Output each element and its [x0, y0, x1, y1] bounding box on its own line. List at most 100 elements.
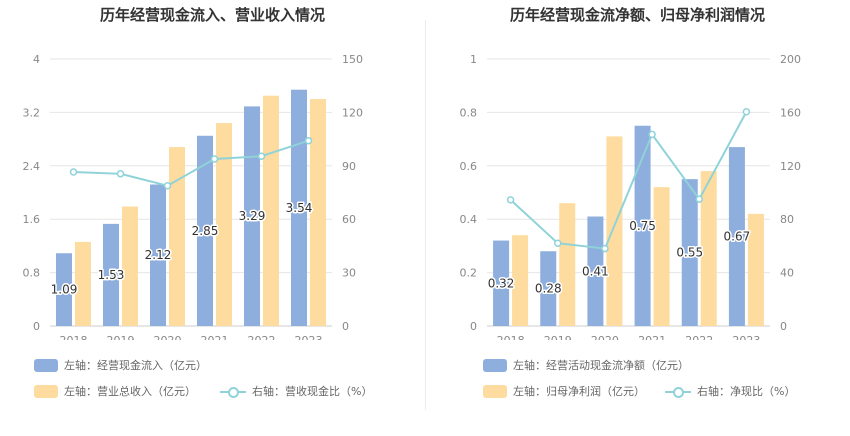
- legend-label: 左轴：经营活动现金流净额（亿元）: [513, 359, 689, 372]
- ratio-point: [304, 136, 313, 145]
- bar-series-1: [493, 240, 510, 326]
- bar-series-1: [150, 184, 166, 326]
- legend-item-revenue[interactable]: 左轴：营业总收入（亿元）: [34, 383, 196, 399]
- panel-divider: [425, 20, 426, 410]
- x-axis-tick-label: 2019: [544, 334, 572, 340]
- ratio-point: [601, 244, 609, 253]
- bar-series-1: [728, 147, 745, 326]
- chart-panel-cash-inflow: 历年经营现金流入、营业收入情况 0 0.8 1.6 2.4 3.2 4 0 30 60 90 120…: [23, 6, 373, 399]
- left-axis-tick-label: 0.8: [460, 106, 478, 119]
- left-axis-tick-label: 2.4: [23, 160, 41, 173]
- left-axis-tick-label: 0.4: [460, 213, 478, 226]
- bar-series-2: [263, 95, 279, 327]
- right-axis-tick-label: 160: [780, 106, 801, 119]
- legend-label: 右轴：净现比（%）: [697, 385, 796, 398]
- ratio-line: [73, 139, 309, 187]
- right-axis-tick-label: 0: [780, 320, 787, 333]
- left-axis-tick-label: 0.6: [460, 160, 478, 173]
- cash-inflow-chart: 0 0.8 1.6 2.4 3.2 4 0 30 60 90 120 150 2018 2019 2020 2…: [23, 53, 364, 340]
- bar-series-2: [310, 99, 326, 326]
- x-axis-tick-label: 2023: [732, 334, 760, 340]
- ratio-point: [116, 170, 125, 178]
- bar-series-1: [291, 89, 307, 326]
- bar-data-label: 0.67: [724, 230, 751, 244]
- bar-data-label: 0.55: [676, 246, 703, 260]
- bar-data-label: 0.41: [582, 264, 609, 278]
- ratio-line: [509, 111, 748, 250]
- bar-series-2: [606, 136, 623, 326]
- left-axis-tick-label: 4: [33, 53, 40, 66]
- right-axis-tick-label: 80: [780, 213, 794, 226]
- right-axis-tick-label: 120: [342, 106, 363, 119]
- right-axis-tick-label: 150: [342, 53, 363, 66]
- x-axis-tick-label: 2020: [154, 334, 182, 340]
- bar-data-label: 2.85: [192, 224, 219, 238]
- x-axis-tick-label: 2018: [497, 334, 525, 340]
- left-axis-tick-label: 0: [470, 320, 477, 333]
- legend-swatch-bar: [483, 358, 507, 372]
- legend-label: 左轴：经营现金流入（亿元）: [64, 359, 207, 372]
- bar-data-label: 0.28: [535, 282, 562, 296]
- legend-swatch-line: [665, 385, 691, 398]
- bar-series-1: [634, 125, 651, 326]
- ratio-point: [648, 130, 656, 139]
- chart-panel-net-cash: 历年经营现金流净额、归母净利润情况 0 0.2 0.4 0.6 0.8 1 0 40 80 120…: [425, 0, 850, 436]
- bar-data-label: 0.32: [488, 276, 515, 290]
- right-axis-tick-label: 0: [342, 320, 349, 333]
- chart-title: 历年经营现金流入、营业收入情况: [99, 6, 325, 24]
- legend-swatch-bar: [483, 384, 507, 398]
- bar-series-1: [244, 106, 260, 326]
- legend-swatch-bar: [34, 384, 58, 398]
- legend-item-net-profit[interactable]: 左轴：归母净利润（亿元）: [483, 383, 645, 399]
- ratio-point: [506, 196, 515, 204]
- x-axis-tick-label: 2021: [638, 334, 666, 340]
- left-axis-tick-label: 3.2: [23, 106, 41, 119]
- left-axis-tick-label: 1: [470, 53, 477, 66]
- legend-label: 左轴：营业总收入（亿元）: [64, 385, 196, 398]
- x-axis-tick-label: 2020: [591, 334, 619, 340]
- ratio-point: [163, 181, 172, 190]
- chart-title: 历年经营现金流净额、归母净利润情况: [509, 6, 765, 24]
- legend-item-net-ratio[interactable]: 右轴：净现比（%）: [665, 383, 795, 399]
- bar-series-2: [75, 241, 91, 326]
- bar-series-2: [653, 187, 670, 326]
- legend-item-net-cash[interactable]: 左轴：经营活动现金流净额（亿元）: [483, 357, 689, 373]
- ratio-point: [257, 152, 266, 160]
- legend-item-cash-inflow[interactable]: 左轴：经营现金流入（亿元）: [34, 357, 207, 373]
- legend-item-ratio[interactable]: 右轴：营收现金比（%）: [220, 383, 372, 399]
- ratio-point: [554, 239, 562, 247]
- bar-series-2: [512, 235, 529, 326]
- bar-series-1: [587, 216, 604, 326]
- right-axis-tick-label: 120: [780, 160, 801, 173]
- legend-label: 右轴：营收现金比（%）: [252, 385, 373, 398]
- right-axis-tick-label: 60: [342, 213, 356, 226]
- bar-data-label: 0.75: [629, 219, 656, 233]
- legend-swatch-bar: [34, 358, 58, 372]
- bar-series-1: [197, 135, 213, 326]
- left-axis-tick-label: 0.8: [23, 267, 41, 280]
- legend-swatch-line: [220, 385, 246, 398]
- right-axis-tick-label: 200: [780, 53, 801, 66]
- bar-series-1: [540, 251, 557, 326]
- left-axis-tick-label: 1.6: [23, 213, 41, 226]
- x-axis-tick-label: 2023: [295, 334, 323, 340]
- left-axis-tick-label: 0: [33, 320, 40, 333]
- bar-series-1: [681, 179, 698, 326]
- ratio-point: [742, 107, 751, 116]
- bar-series-2: [169, 147, 185, 326]
- x-axis-tick-label: 2021: [201, 334, 229, 340]
- bar-series-2: [700, 171, 717, 326]
- ratio-point: [210, 155, 219, 163]
- ratio-point: [695, 195, 703, 203]
- bar-data-label: 3.54: [286, 201, 313, 215]
- right-axis-tick-label: 40: [780, 267, 794, 280]
- left-axis-tick-label: 0.2: [460, 267, 478, 280]
- x-axis-tick-label: 2018: [60, 334, 88, 340]
- bar-series-2: [216, 123, 232, 326]
- bar-series-2: [559, 203, 576, 326]
- right-axis-tick-label: 30: [342, 267, 356, 280]
- bar-data-label: 1.53: [98, 268, 125, 282]
- net-cash-chart: 0 0.2 0.4 0.6 0.8 1 0 40 80 120 160 200 2018 2019 2020…: [460, 53, 802, 340]
- bar-data-label: 2.12: [145, 248, 172, 262]
- bar-series-1: [56, 253, 72, 326]
